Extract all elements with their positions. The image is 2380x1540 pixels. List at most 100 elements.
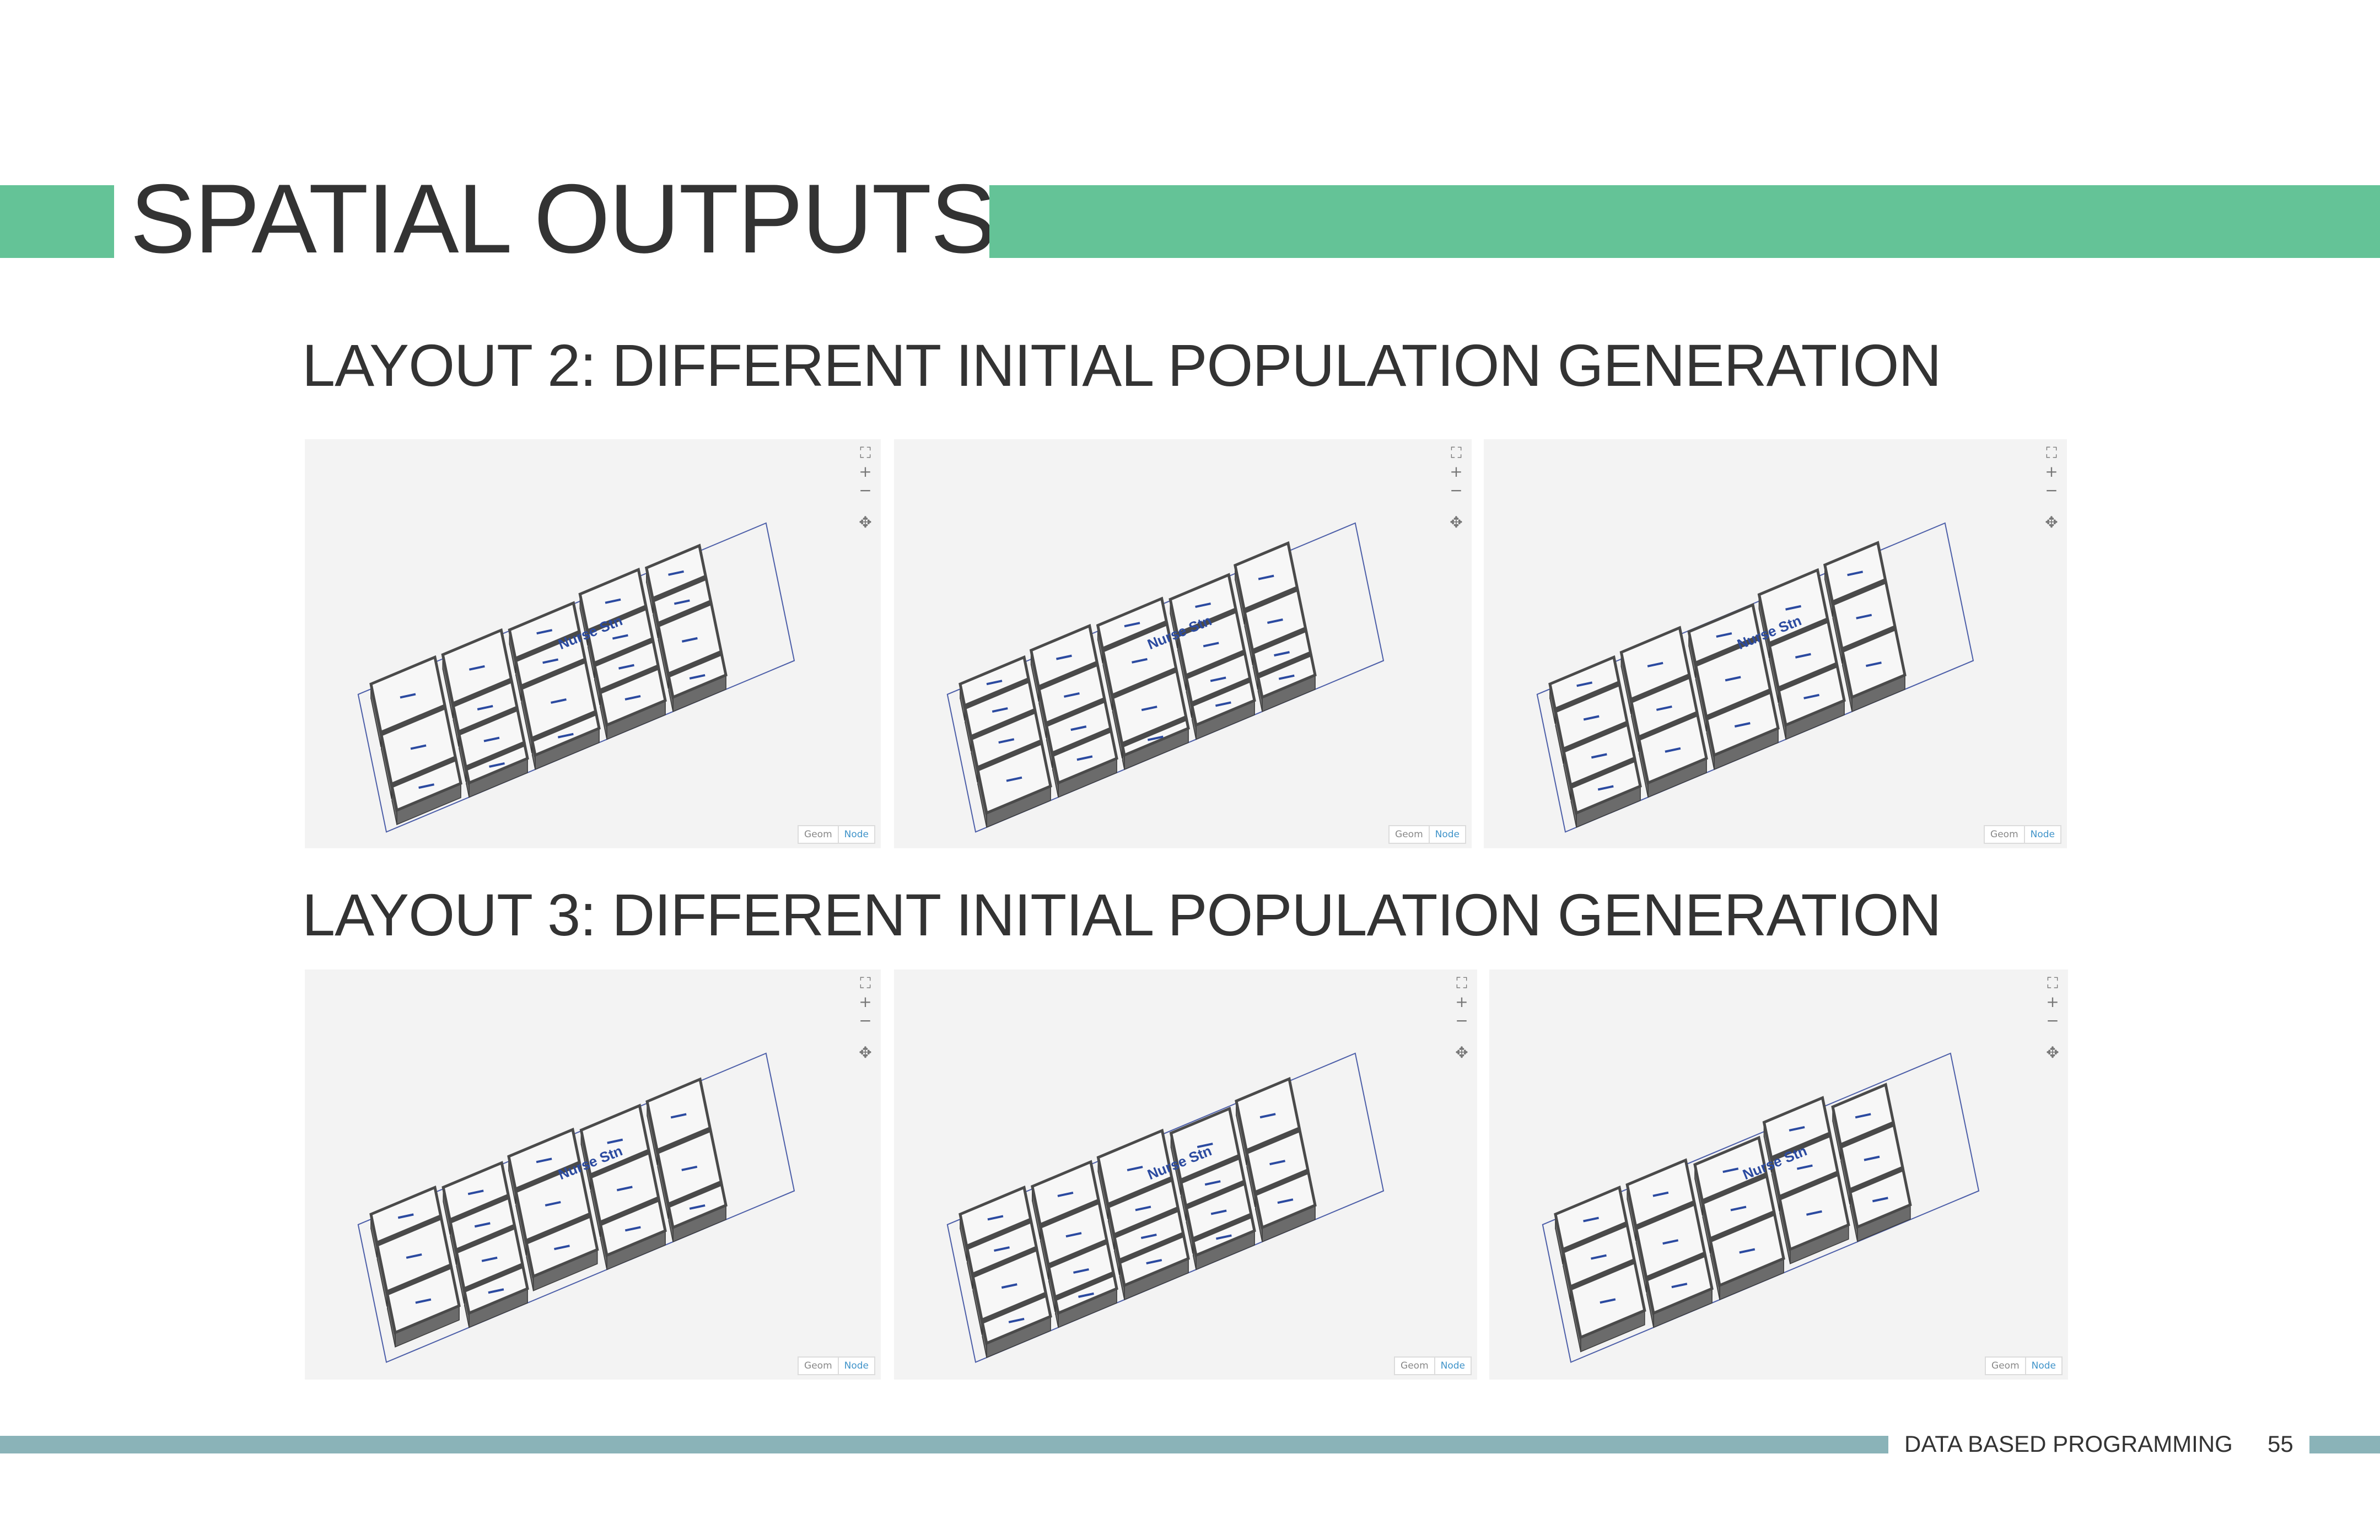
plan-room — [1778, 1172, 1850, 1264]
layout-3-heading: LAYOUT 3: DIFFERENT INITIAL POPULATION G… — [302, 881, 1942, 948]
nav-spacer — [1453, 1031, 1470, 1042]
node-toggle-button[interactable]: Node — [844, 1360, 869, 1371]
pan-icon[interactable]: ✥ — [2046, 1043, 2059, 1062]
viewer-nav-controls: ⛶ + − ✥ — [855, 975, 875, 1061]
plan-room — [385, 1265, 461, 1348]
plan-room — [1709, 1212, 1785, 1301]
fit-view-icon[interactable]: ⛶ — [860, 444, 871, 462]
plan-room — [1569, 1260, 1646, 1353]
fit-view-icon[interactable]: ⛶ — [860, 974, 871, 992]
geom-node-toggle: Geom Node — [798, 825, 875, 844]
node-toggle-button[interactable]: Node — [2031, 1360, 2056, 1371]
geom-toggle-button[interactable]: Geom — [1395, 1358, 1435, 1374]
zoom-out-icon[interactable]: − — [859, 1011, 872, 1030]
plan-room — [1569, 758, 1642, 828]
layout-2-heading: LAYOUT 2: DIFFERENT INITIAL POPULATION G… — [302, 332, 1942, 399]
nav-spacer — [2043, 501, 2060, 512]
fit-view-icon[interactable]: ⛶ — [1456, 974, 1467, 992]
zoom-in-icon[interactable]: + — [2045, 462, 2058, 481]
viewer-nav-controls: ⛶ + − ✥ — [2042, 445, 2061, 531]
pan-icon[interactable]: ✥ — [2045, 513, 2058, 531]
viewer-nav-controls: ⛶ + − ✥ — [2043, 975, 2063, 1061]
plan-room — [981, 1294, 1052, 1359]
plan-room — [1256, 653, 1317, 713]
plan-room — [520, 660, 597, 753]
zoom-in-icon[interactable]: + — [859, 993, 872, 1011]
geom-node-toggle: Geom Node — [1388, 825, 1466, 844]
layout-3-view-3[interactable]: Nurse Stn ⛶ + − ✥ Geom Node — [1489, 970, 2068, 1380]
plan-room — [1637, 713, 1708, 798]
plan-room — [1054, 1273, 1118, 1328]
footer-bar-left — [0, 1436, 1888, 1453]
pan-icon[interactable]: ✥ — [1450, 513, 1463, 531]
geom-node-toggle: Geom Node — [798, 1356, 875, 1375]
zoom-in-icon[interactable]: + — [1455, 993, 1468, 1011]
geom-node-toggle: Geom Node — [1985, 1356, 2063, 1375]
viewer-nav-controls: ⛶ + − ✥ — [855, 445, 875, 531]
geom-node-toggle: Geom Node — [1394, 1356, 1472, 1375]
plan-room — [599, 666, 667, 740]
geom-toggle-button[interactable]: Geom — [799, 826, 839, 843]
fit-view-icon[interactable]: ⛶ — [2047, 974, 2058, 992]
nav-spacer — [857, 501, 874, 512]
layout-3-view-2[interactable]: Nurse Stn ⛶ + − ✥ Geom Node — [894, 970, 1477, 1380]
geom-node-toggle: Geom Node — [1984, 825, 2061, 844]
footer-title: DATA BASED PROGRAMMING — [1904, 1431, 2233, 1457]
floor-plan-render[interactable]: Nurse Stn — [1489, 970, 2068, 1380]
zoom-out-icon[interactable]: − — [2045, 481, 2058, 499]
zoom-in-icon[interactable]: + — [2046, 993, 2059, 1011]
plan-room — [667, 1182, 728, 1243]
geom-toggle-button[interactable]: Geom — [1985, 826, 2025, 843]
zoom-out-icon[interactable]: − — [1455, 1011, 1468, 1030]
plan-room — [1705, 690, 1780, 771]
layout-2-view-1[interactable]: Nurse Stn ⛶ + − ✥ Geom Node — [305, 439, 881, 848]
viewer-nav-controls: ⛶ + − ✥ — [1446, 445, 1466, 531]
page-title: SPATIAL OUTPUTS — [130, 164, 996, 273]
zoom-out-icon[interactable]: − — [2046, 1011, 2059, 1030]
site-boundary — [946, 1052, 1385, 1363]
node-toggle-button[interactable]: Node — [844, 829, 869, 840]
plan-room — [976, 741, 1052, 828]
plan-room — [1190, 679, 1256, 740]
zoom-out-icon[interactable]: − — [1450, 481, 1463, 499]
zoom-out-icon[interactable]: − — [859, 481, 872, 499]
floor-plan-render[interactable]: Nurse Stn — [305, 970, 881, 1380]
plan-room — [1121, 717, 1190, 771]
plan-room — [1191, 1215, 1256, 1270]
viewer-nav-controls: ⛶ + − ✥ — [1452, 975, 1472, 1061]
plan-room — [1841, 627, 1907, 713]
node-toggle-button[interactable]: Node — [1435, 829, 1460, 840]
geom-toggle-button[interactable]: Geom — [799, 1358, 839, 1374]
plan-room — [1253, 1170, 1317, 1243]
floor-plan-render[interactable]: Nurse Stn — [894, 970, 1477, 1380]
nav-spacer — [2044, 1031, 2061, 1042]
plan-room — [525, 1214, 599, 1291]
nav-spacer — [857, 1031, 874, 1042]
layout-2-view-3[interactable]: Nurse Stn ⛶ + − ✥ Geom Node — [1484, 439, 2067, 848]
title-accent-bar-right — [989, 185, 2380, 258]
floor-plan-render[interactable]: Nurse Stn — [894, 439, 1472, 848]
layout-2-view-2[interactable]: Nurse Stn ⛶ + − ✥ Geom Node — [894, 439, 1472, 848]
zoom-in-icon[interactable]: + — [1450, 462, 1463, 481]
plan-room — [656, 601, 723, 689]
node-toggle-button[interactable]: Node — [2030, 829, 2055, 840]
plan-room — [667, 652, 728, 713]
plan-room — [462, 1264, 529, 1328]
fit-view-icon[interactable]: ⛶ — [2046, 444, 2057, 462]
geom-toggle-button[interactable]: Geom — [1986, 1358, 2026, 1374]
plan-room — [1118, 1234, 1190, 1301]
plan-room — [1051, 729, 1118, 798]
floor-plan-render[interactable]: Nurse Stn — [305, 439, 881, 848]
nav-spacer — [1448, 501, 1464, 512]
layout-3-view-1[interactable]: Nurse Stn ⛶ + − ✥ Geom Node — [305, 970, 881, 1380]
floor-plan-render[interactable]: Nurse Stn — [1484, 439, 2067, 848]
page-number: 55 — [2268, 1431, 2293, 1457]
pan-icon[interactable]: ✥ — [1455, 1043, 1468, 1062]
plan-room — [1777, 664, 1846, 740]
fit-view-icon[interactable]: ⛶ — [1451, 444, 1462, 462]
node-toggle-button[interactable]: Node — [1440, 1360, 1465, 1371]
zoom-in-icon[interactable]: + — [859, 462, 872, 481]
pan-icon[interactable]: ✥ — [859, 1043, 872, 1062]
geom-toggle-button[interactable]: Geom — [1390, 826, 1430, 843]
pan-icon[interactable]: ✥ — [859, 513, 872, 531]
